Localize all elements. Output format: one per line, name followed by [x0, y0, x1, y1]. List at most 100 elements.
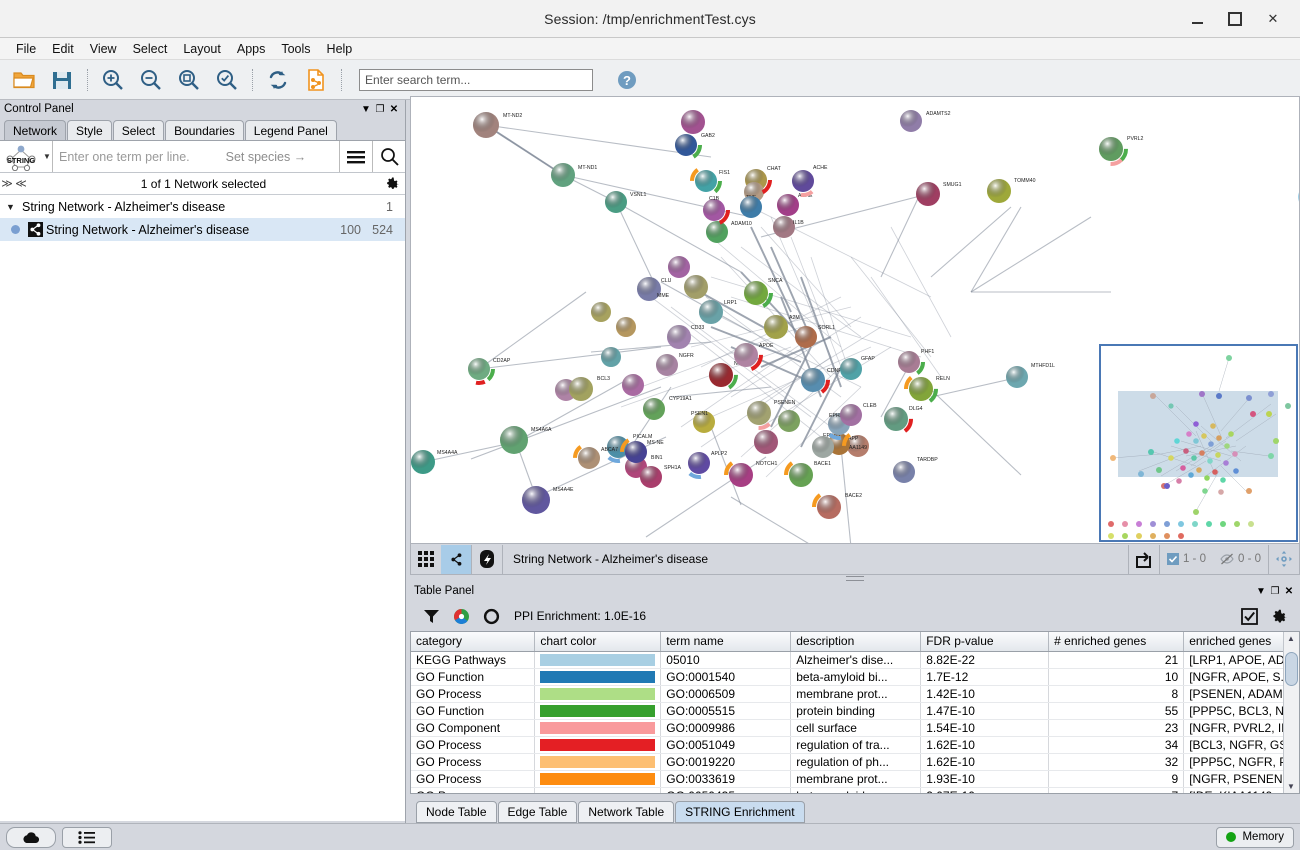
menu-item-select[interactable]: Select [132, 41, 168, 56]
string-logo-icon[interactable]: STRING [0, 141, 42, 172]
zoom-out-icon[interactable] [133, 64, 169, 96]
donut-ring-icon[interactable] [476, 602, 506, 630]
cell-description: regulation of ph... [790, 753, 922, 771]
checkbox-checked-icon[interactable] [1234, 602, 1264, 630]
table-row[interactable]: KEGG Pathways 05010 Alzheimer's dise... 8.8… [411, 651, 1299, 669]
set-species-link[interactable]: Set species → [225, 149, 307, 164]
annotation-icon[interactable] [472, 545, 502, 574]
save-icon[interactable] [44, 64, 80, 96]
table-row[interactable]: GO Process GO:0033619 membrane prot... 1.93… [411, 770, 1299, 788]
menu-item-edit[interactable]: Edit [52, 41, 74, 56]
open-folder-icon[interactable] [6, 64, 42, 96]
string-species-dropdown-icon[interactable]: ▼ [43, 152, 51, 161]
tab-network-table[interactable]: Network Table [578, 801, 675, 823]
table-panel-title: Table Panel [414, 585, 475, 597]
scroll-up-arrow-icon[interactable]: ▲ [1287, 634, 1295, 643]
expand-all-icon[interactable]: ≪ [15, 178, 27, 190]
column-header-chart-color[interactable]: chart color [534, 632, 662, 652]
tab-select[interactable]: Select [112, 120, 165, 140]
panel-close-icon[interactable]: ✕ [389, 103, 399, 115]
table-row[interactable]: GO Process GO:0051049 regulation of tra...… [411, 736, 1299, 754]
column-header-fdr-pvalue[interactable]: FDR p-value [920, 632, 1050, 652]
network-settings-gear-icon[interactable] [379, 176, 405, 191]
network-graph[interactable]: MT-ND2 MT-ND1 VSNL1 CD2AP MS4A4A MS4A6A … [411, 97, 1299, 543]
funnel-filter-icon[interactable] [416, 602, 446, 630]
column-header-enriched-genes[interactable]: enriched genes [1183, 632, 1299, 652]
hamburger-icon[interactable] [339, 141, 372, 172]
panel-dropdown-icon[interactable]: ▼ [361, 103, 371, 115]
table-vertical-scrollbar[interactable]: ▲ ▼ [1283, 632, 1299, 793]
refresh-icon[interactable] [260, 64, 296, 96]
tab-string-enrichment[interactable]: STRING Enrichment [675, 801, 805, 823]
tab-legend-panel[interactable]: Legend Panel [244, 120, 337, 140]
table-row[interactable]: GO Process GO:0006509 membrane prot... 1.42… [411, 685, 1299, 703]
memory-status-button[interactable]: Memory [1216, 826, 1294, 848]
fit-content-icon[interactable] [1269, 545, 1299, 574]
enrichment-table[interactable]: category chart color term name descripti… [410, 631, 1300, 794]
toolbar-separator [341, 68, 342, 91]
cell-description: Alzheimer's dise... [790, 651, 922, 669]
menu-item-apps[interactable]: Apps [236, 41, 266, 56]
column-header-term-name[interactable]: term name [660, 632, 792, 652]
column-header-enriched-count[interactable]: # enriched genes [1048, 632, 1185, 652]
panel-float-icon[interactable]: ❐ [1270, 585, 1280, 597]
zoom-fit-icon[interactable] [171, 64, 207, 96]
selected-nodes-counter[interactable]: 1 - 0 [1160, 553, 1213, 565]
overview-viewport-rect[interactable] [1118, 391, 1278, 477]
string-term-input[interactable]: Enter one term per line. Set species → [52, 141, 339, 172]
cell-description: regulation of tra... [790, 736, 922, 754]
network-tree-item[interactable]: String Network - Alzheimer's disease 100… [0, 218, 405, 241]
tab-boundaries[interactable]: Boundaries [165, 120, 244, 140]
menu-item-view[interactable]: View [89, 41, 117, 56]
panel-dropdown-icon[interactable]: ▼ [1256, 585, 1266, 597]
column-header-description[interactable]: description [790, 632, 922, 652]
pie-chart-icon[interactable] [446, 602, 476, 630]
table-row[interactable]: GO Process GO:0050435beta-amyloid m...2.0… [411, 787, 1299, 793]
table-row[interactable]: GO Component GO:0009986 cell surface 1.54E-… [411, 719, 1299, 737]
cloud-icon[interactable] [6, 826, 56, 848]
panel-float-icon[interactable]: ❐ [375, 103, 385, 115]
export-network-icon[interactable] [298, 64, 334, 96]
birds-eye-overview[interactable] [1099, 344, 1298, 542]
export-image-icon[interactable] [1129, 545, 1159, 574]
network-view-title: String Network - Alzheimer's disease [513, 552, 709, 566]
task-list-icon[interactable] [62, 826, 112, 848]
network-tree-root[interactable]: ▼ String Network - Alzheimer's disease 1 [0, 195, 405, 218]
search-input[interactable]: Enter search term... [359, 68, 593, 91]
menu-item-help[interactable]: Help [326, 41, 353, 56]
svg-text:PICALM: PICALM [633, 434, 652, 440]
table-row[interactable]: GO Process GO:0019220 regulation of ph... 1… [411, 753, 1299, 771]
scrollbar-thumb[interactable] [1285, 652, 1298, 686]
panel-splitter-handle[interactable] [410, 575, 1300, 581]
menu-item-file[interactable]: File [16, 41, 37, 56]
panel-close-icon[interactable]: ✕ [1284, 585, 1294, 597]
hidden-nodes-counter[interactable]: 0 - 0 [1213, 553, 1268, 565]
menu-item-tools[interactable]: Tools [281, 41, 311, 56]
cell-term-name: GO:0001540 [660, 668, 792, 686]
checkbox-checked-icon [1166, 553, 1179, 565]
scroll-down-arrow-icon[interactable]: ▼ [1287, 782, 1295, 791]
svg-text:C1B: C1B [709, 196, 720, 202]
grid-layout-icon[interactable] [411, 545, 441, 574]
zoom-selected-icon[interactable] [209, 64, 245, 96]
minimize-icon[interactable] [1186, 8, 1208, 30]
search-icon[interactable] [372, 141, 405, 172]
network-view-canvas[interactable]: MT-ND2 MT-ND1 VSNL1 CD2AP MS4A4A MS4A6A … [410, 96, 1300, 544]
collapse-all-icon[interactable]: ≫ [1, 178, 13, 190]
tab-edge-table[interactable]: Edge Table [497, 801, 578, 823]
tab-node-table[interactable]: Node Table [416, 801, 497, 823]
table-row[interactable]: GO Function GO:0001540 beta-amyloid bi... 1… [411, 668, 1299, 686]
tab-network[interactable]: Network [4, 120, 67, 140]
network-edge-count: 524 [372, 222, 393, 237]
column-header-category[interactable]: category [411, 632, 536, 652]
expand-triangle-icon[interactable]: ▼ [6, 201, 15, 212]
table-row[interactable]: GO Function GO:0005515 protein binding 1.47… [411, 702, 1299, 720]
help-icon[interactable]: ? [609, 64, 645, 96]
gear-icon[interactable] [1264, 602, 1294, 630]
zoom-in-icon[interactable] [95, 64, 131, 96]
tab-style[interactable]: Style [67, 120, 112, 140]
menu-item-layout[interactable]: Layout [183, 41, 221, 56]
maximize-icon[interactable] [1224, 8, 1246, 30]
close-icon[interactable]: ✕ [1267, 11, 1279, 26]
share-network-icon[interactable] [441, 544, 471, 574]
